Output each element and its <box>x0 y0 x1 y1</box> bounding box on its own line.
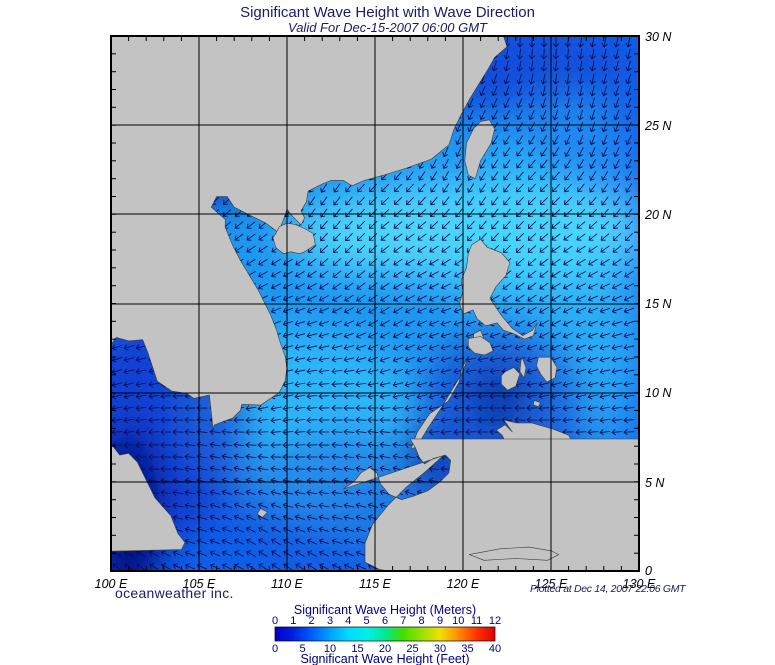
svg-text:oceanweather inc.: oceanweather inc. <box>115 585 234 601</box>
svg-text:20 N: 20 N <box>644 208 672 222</box>
svg-text:6: 6 <box>382 615 388 627</box>
svg-text:120 E: 120 E <box>447 577 480 591</box>
svg-text:115 E: 115 E <box>359 577 391 591</box>
svg-text:1: 1 <box>290 615 296 627</box>
svg-text:8: 8 <box>419 615 425 627</box>
svg-text:11: 11 <box>471 615 482 627</box>
svg-text:12: 12 <box>489 615 501 627</box>
svg-text:0: 0 <box>272 643 278 655</box>
svg-text:2: 2 <box>309 615 315 627</box>
svg-text:5 N: 5 N <box>645 476 665 490</box>
svg-text:4: 4 <box>345 615 351 627</box>
svg-text:10: 10 <box>452 615 464 627</box>
svg-text:0: 0 <box>272 615 278 627</box>
svg-text:0: 0 <box>645 564 652 578</box>
svg-text:110 E: 110 E <box>271 577 303 591</box>
svg-text:Significant Wave Height (Feet): Significant Wave Height (Feet) <box>300 652 469 665</box>
svg-text:15 N: 15 N <box>645 297 672 311</box>
svg-text:25 N: 25 N <box>644 119 672 133</box>
svg-text:9: 9 <box>437 615 443 627</box>
svg-text:Plotted at Dec 14, 2007 22:06: Plotted at Dec 14, 2007 22:06 GMT <box>530 583 687 595</box>
svg-text:10 N: 10 N <box>645 386 672 400</box>
svg-text:40: 40 <box>489 643 501 655</box>
svg-text:5: 5 <box>364 615 370 627</box>
svg-text:3: 3 <box>327 615 333 627</box>
svg-text:7: 7 <box>400 615 406 627</box>
